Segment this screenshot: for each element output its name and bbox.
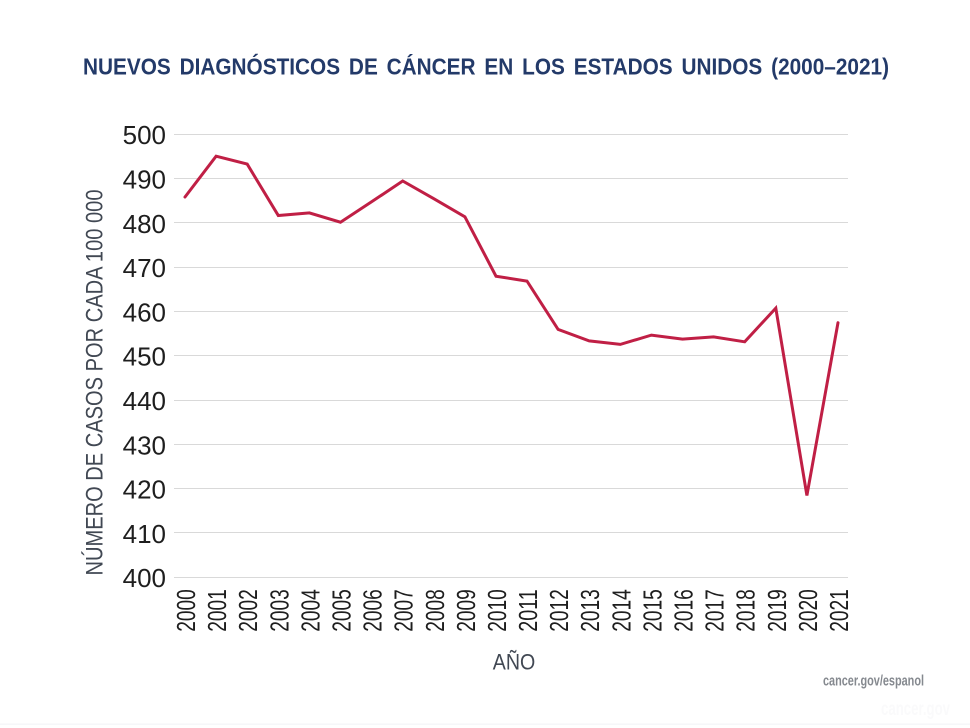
svg-text:2019: 2019 [762, 589, 792, 632]
svg-text:2018: 2018 [731, 589, 761, 632]
svg-text:NUEVOS DIAGNÓSTICOS DE CÁNCER: NUEVOS DIAGNÓSTICOS DE CÁNCER EN LOS EST… [83, 53, 889, 80]
svg-text:2003: 2003 [264, 589, 294, 632]
svg-text:2012: 2012 [544, 589, 574, 632]
svg-text:2017: 2017 [700, 589, 730, 632]
svg-text:2011: 2011 [513, 589, 543, 632]
svg-text:2020: 2020 [793, 589, 823, 632]
svg-text:cancer.gov: cancer.gov [881, 699, 950, 720]
svg-text:2001: 2001 [202, 589, 232, 632]
svg-text:2007: 2007 [389, 589, 419, 632]
svg-text:430: 430 [123, 430, 166, 460]
svg-text:2016: 2016 [669, 589, 699, 632]
svg-text:2015: 2015 [637, 589, 667, 632]
svg-text:2002: 2002 [233, 589, 263, 632]
svg-text:cancer.gov/espanol: cancer.gov/espanol [823, 673, 924, 690]
svg-text:NÚMERO DE CASOS POR CADA 100 0: NÚMERO DE CASOS POR CADA 100 000 [82, 190, 109, 576]
svg-text:490: 490 [123, 165, 166, 195]
svg-text:2008: 2008 [420, 589, 450, 632]
svg-text:2013: 2013 [575, 589, 605, 632]
svg-text:470: 470 [123, 253, 166, 283]
svg-text:2006: 2006 [358, 589, 388, 632]
svg-text:400: 400 [123, 563, 166, 593]
svg-text:2021: 2021 [824, 589, 854, 632]
svg-text:500: 500 [123, 120, 166, 150]
svg-text:2014: 2014 [606, 589, 636, 632]
svg-text:2005: 2005 [327, 589, 357, 632]
svg-text:480: 480 [123, 209, 166, 239]
svg-text:2009: 2009 [451, 589, 481, 632]
svg-text:440: 440 [123, 386, 166, 416]
svg-text:450: 450 [123, 342, 166, 372]
svg-text:AÑO: AÑO [493, 649, 536, 674]
svg-text:2010: 2010 [482, 589, 512, 632]
svg-text:410: 410 [123, 519, 166, 549]
svg-text:2000: 2000 [171, 589, 201, 632]
svg-text:420: 420 [123, 475, 166, 505]
svg-text:460: 460 [123, 297, 166, 327]
svg-text:2004: 2004 [295, 589, 325, 632]
